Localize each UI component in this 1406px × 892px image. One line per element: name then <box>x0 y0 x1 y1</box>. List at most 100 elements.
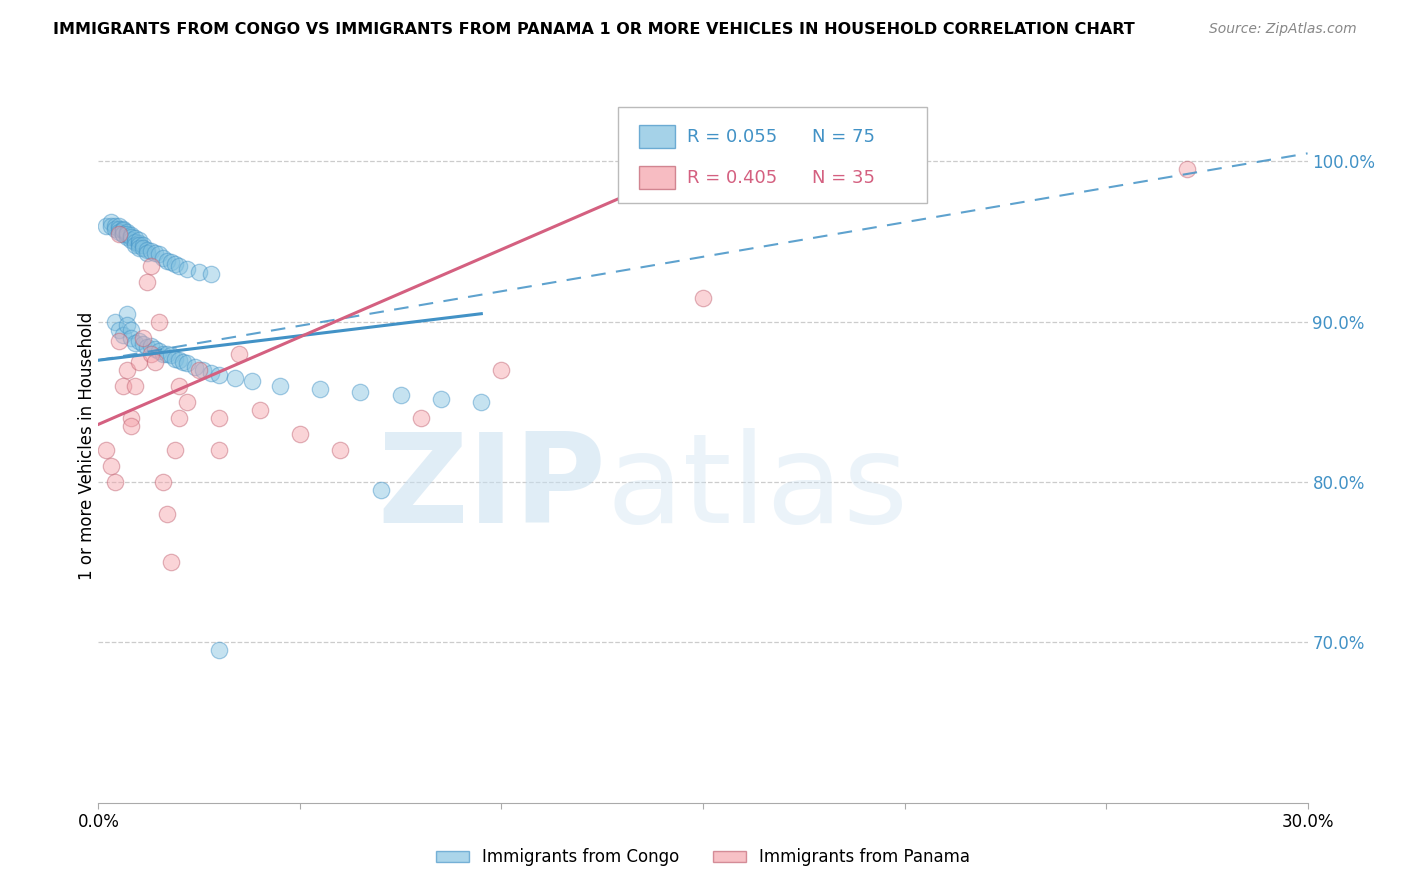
Point <box>132 331 155 345</box>
Point <box>167 259 190 273</box>
Point <box>124 379 146 393</box>
Point <box>132 337 155 351</box>
Point <box>103 221 125 235</box>
Point <box>370 483 392 497</box>
Point <box>111 221 134 235</box>
Text: N = 75: N = 75 <box>811 128 875 145</box>
Point <box>163 442 186 457</box>
Point <box>120 419 142 434</box>
Text: ZIP: ZIP <box>378 428 606 549</box>
Point <box>128 236 150 251</box>
Point <box>111 327 134 342</box>
Point <box>111 227 134 241</box>
Point <box>309 382 332 396</box>
Point <box>389 388 412 402</box>
Point <box>430 392 453 406</box>
Point <box>188 265 211 279</box>
Point <box>107 323 129 337</box>
Point <box>152 347 174 361</box>
Point <box>163 257 186 271</box>
Point <box>103 475 125 489</box>
Bar <box>638 166 675 189</box>
Point <box>160 255 183 269</box>
Point <box>167 353 190 368</box>
Point <box>349 385 371 400</box>
FancyBboxPatch shape <box>619 107 927 203</box>
Point <box>160 348 183 362</box>
Point <box>135 340 157 354</box>
Point <box>208 643 231 657</box>
Point <box>103 315 125 329</box>
Point <box>135 275 157 289</box>
Point <box>156 347 179 361</box>
Point <box>139 339 162 353</box>
Point <box>107 334 129 348</box>
Point <box>128 233 150 247</box>
Point <box>120 229 142 244</box>
Point <box>120 331 142 345</box>
Point <box>409 411 432 425</box>
Point <box>176 356 198 370</box>
Point <box>124 231 146 245</box>
Point <box>160 555 183 569</box>
Point <box>135 243 157 257</box>
Point <box>143 342 166 356</box>
Point <box>120 233 142 247</box>
Point <box>167 379 190 393</box>
Point <box>228 347 250 361</box>
Point <box>249 403 271 417</box>
Point <box>143 355 166 369</box>
Point <box>692 291 714 305</box>
Point <box>124 237 146 252</box>
Point <box>111 227 134 241</box>
Point <box>132 241 155 255</box>
Point <box>491 363 513 377</box>
Point <box>115 227 138 241</box>
Point <box>128 334 150 348</box>
Point <box>128 241 150 255</box>
Point <box>176 395 198 409</box>
Point <box>143 245 166 260</box>
Point <box>156 507 179 521</box>
Point <box>224 371 246 385</box>
Point <box>139 259 162 273</box>
Point <box>115 363 138 377</box>
Point <box>208 442 231 457</box>
Point <box>120 411 142 425</box>
Point <box>200 366 222 380</box>
Point <box>107 219 129 233</box>
Point <box>163 351 186 366</box>
Point <box>288 427 311 442</box>
Point <box>200 267 222 281</box>
Point <box>139 244 162 259</box>
Point <box>103 219 125 233</box>
Point <box>115 229 138 244</box>
Bar <box>638 125 675 148</box>
Point <box>120 323 142 337</box>
Point <box>167 411 190 425</box>
Point <box>156 253 179 268</box>
Point <box>208 411 231 425</box>
Text: Source: ZipAtlas.com: Source: ZipAtlas.com <box>1209 22 1357 37</box>
Point <box>148 315 170 329</box>
Point <box>124 335 146 350</box>
Point <box>96 219 118 233</box>
Point <box>107 225 129 239</box>
Point <box>139 347 162 361</box>
Point <box>111 379 134 393</box>
Point <box>152 475 174 489</box>
Text: atlas: atlas <box>606 428 908 549</box>
Point <box>135 245 157 260</box>
Point <box>240 374 263 388</box>
Point <box>107 227 129 241</box>
Point <box>124 235 146 249</box>
Point <box>115 225 138 239</box>
Point <box>107 221 129 235</box>
Point <box>115 318 138 332</box>
Point <box>100 219 122 233</box>
Point <box>128 355 150 369</box>
Point <box>148 343 170 358</box>
Point <box>120 228 142 243</box>
Point <box>111 223 134 237</box>
Point <box>1175 162 1198 177</box>
